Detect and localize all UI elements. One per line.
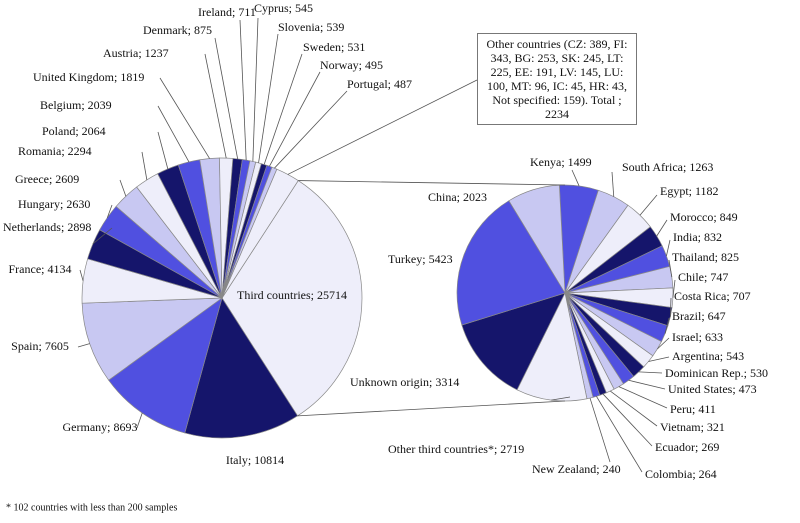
slice-label: Israel; 633	[672, 330, 723, 344]
leader-line	[287, 79, 478, 175]
leader-line	[141, 151, 148, 180]
leader-line	[79, 269, 84, 281]
leader-line	[252, 17, 259, 162]
slice-label: South Africa; 1263	[622, 160, 713, 174]
slice-label: Hungary; 2630	[18, 197, 90, 211]
slice-label: Cyprus; 545	[254, 1, 313, 15]
pie-slice	[108, 297, 223, 434]
leader-line	[657, 337, 670, 350]
slice-label: Greece; 2609	[15, 172, 79, 186]
leader-line	[618, 386, 668, 409]
slice-label: Brazil; 647	[672, 309, 726, 323]
leader-line	[666, 239, 671, 257]
leader-line	[551, 396, 571, 401]
slice-label: Portugal; 487	[347, 77, 412, 91]
leader-line	[239, 19, 247, 161]
leader-line	[263, 53, 303, 165]
footnote: * 102 countries with less than 200 sampl…	[6, 502, 177, 513]
slice-label: Dominican Rep.; 530	[665, 366, 768, 380]
leader-line	[656, 219, 668, 237]
slice-label: India; 832	[673, 230, 722, 244]
slice-label: Norway; 495	[320, 58, 383, 72]
other-countries-label: Other countries (CZ: 389, FI: 343, BG: 2…	[477, 33, 637, 125]
slice-label: Romania; 2294	[18, 144, 92, 158]
slice-label: Morocco; 849	[670, 210, 738, 224]
leader-line	[669, 297, 672, 317]
leader-line	[672, 279, 676, 298]
leader-line	[204, 53, 227, 159]
leader-line	[106, 204, 113, 218]
slice-label: Costa Rica; 707	[674, 289, 751, 303]
slice-label: Chile; 747	[678, 270, 728, 284]
connector-line	[298, 180, 566, 186]
slice-label: Argentina; 543	[672, 349, 744, 363]
slice-label: Ireland; 711	[198, 5, 256, 19]
slice-label: Poland; 2064	[42, 124, 106, 138]
leader-line	[668, 259, 673, 278]
pie-slice	[184, 297, 299, 439]
leader-line	[157, 105, 190, 163]
pie-slice	[81, 297, 224, 381]
slice-label: Germany; 8693	[63, 420, 138, 434]
leader-line	[664, 317, 670, 334]
slice-label: Denmark; 875	[143, 23, 212, 37]
pie-slice	[221, 168, 299, 299]
pie-slice	[221, 180, 363, 417]
label-box: Other countries (CZ: 389, FI: 343, BG: 2…	[477, 33, 637, 125]
slice-label: France; 4134	[9, 262, 72, 276]
pie	[456, 184, 674, 402]
leader-line	[596, 396, 643, 473]
slice-label: Slovenia; 539	[278, 20, 344, 34]
leader-line	[648, 356, 670, 362]
leader-line	[602, 393, 653, 447]
slice-label: Kenya; 1499	[530, 155, 592, 169]
leader-line	[611, 171, 615, 197]
slice-label: Italy; 10814	[226, 453, 284, 467]
slice-label: Third countries; 25714	[237, 288, 347, 302]
slice-label: United States; 473	[668, 382, 757, 396]
leader-line	[119, 179, 127, 197]
leader-line	[77, 343, 90, 348]
slice-label: Unknown origin; 3314	[350, 375, 459, 389]
slice-label: New Zealand; 240	[532, 462, 621, 476]
leader-line	[638, 371, 663, 374]
slice-label: Thailand; 825	[672, 250, 739, 264]
slice-label: Peru; 411	[670, 402, 716, 416]
leader-line	[589, 397, 611, 463]
slice-label: United Kingdom; 1819	[33, 70, 144, 84]
leader-line	[214, 37, 239, 159]
slice-label: Turkey; 5423	[388, 252, 453, 266]
slice-label: Ecuador; 269	[655, 440, 719, 454]
slice-label: Belgium; 2039	[40, 98, 112, 112]
leader-line	[92, 227, 113, 245]
pie	[81, 157, 363, 439]
slice-label: Vietnam; 321	[660, 420, 725, 434]
connector-line	[297, 400, 566, 417]
leader-line	[258, 33, 279, 163]
slice-label: Austria; 1237	[103, 46, 169, 60]
slice-label: Egypt; 1182	[660, 184, 719, 198]
slice-label: Colombia; 264	[645, 467, 717, 481]
leader-line	[136, 412, 143, 429]
pie-slice	[456, 200, 566, 326]
leader-line	[269, 71, 321, 167]
slice-label: Other third countries*; 2719	[388, 442, 524, 456]
slice-label: Sweden; 531	[303, 40, 365, 54]
leader-line	[159, 77, 210, 159]
slice-label: China; 2023	[428, 190, 487, 204]
leader-line	[157, 131, 169, 170]
leader-line	[571, 169, 580, 187]
slice-label: Spain; 7605	[11, 339, 69, 353]
leader-line	[274, 90, 348, 169]
leader-line	[639, 194, 658, 216]
leader-line	[610, 390, 658, 427]
leader-line	[628, 379, 666, 390]
slice-label: Netherlands; 2898	[3, 220, 91, 234]
